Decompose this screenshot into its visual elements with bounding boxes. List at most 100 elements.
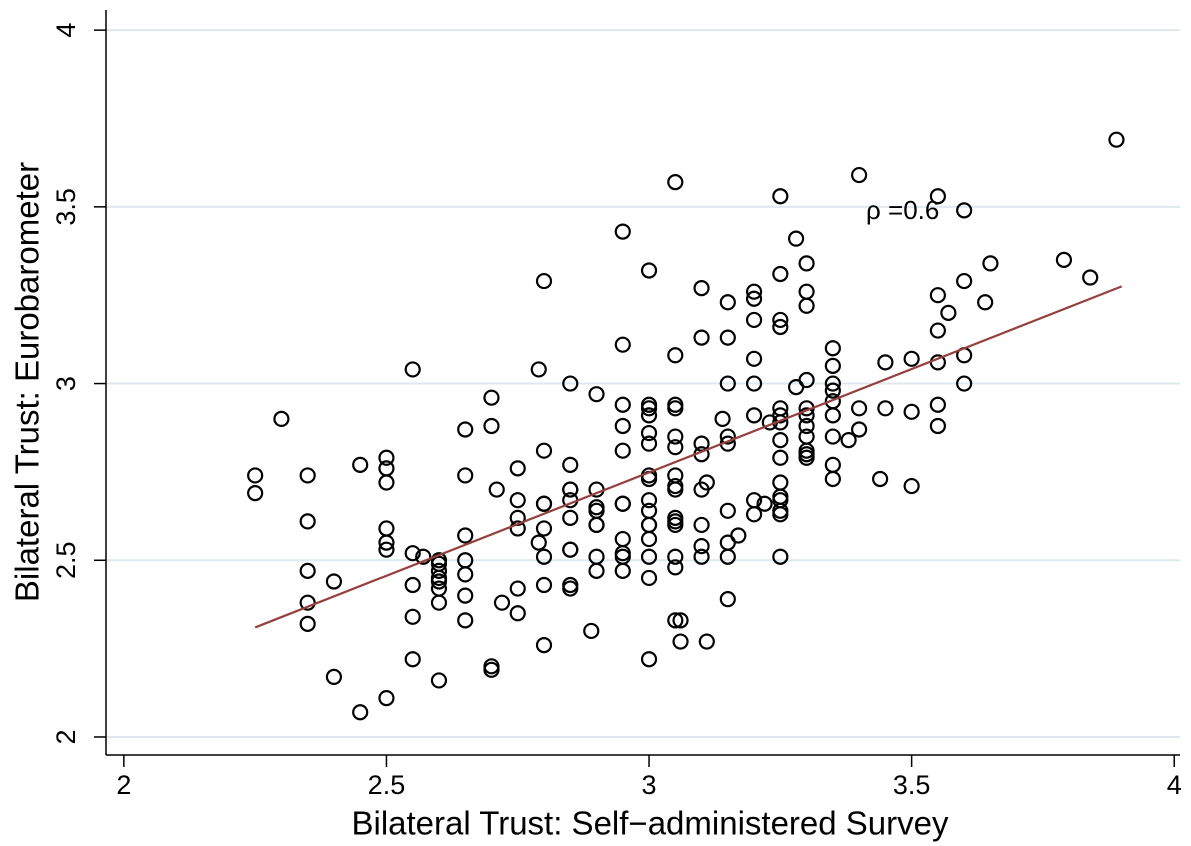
point	[535, 576, 553, 594]
x-axis-title: Bilateral Trust: Self−administered Surve…	[351, 805, 949, 842]
x-tick-label: 4	[1167, 770, 1182, 800]
x-tick-label: 2	[116, 770, 131, 800]
point	[956, 202, 973, 219]
point	[352, 456, 369, 473]
y-tick-label: 3	[51, 376, 81, 391]
point	[562, 456, 579, 473]
point	[824, 407, 841, 424]
y-axis-title: Bilateral Trust: Eurobarometer	[9, 162, 46, 602]
point	[404, 576, 421, 594]
point	[430, 672, 448, 689]
point	[719, 428, 736, 445]
point	[247, 485, 264, 502]
point	[535, 442, 553, 459]
point	[798, 417, 815, 435]
point	[929, 417, 946, 435]
point	[509, 520, 526, 537]
point	[772, 265, 789, 283]
point	[977, 294, 994, 311]
point	[667, 481, 684, 498]
point	[877, 400, 894, 417]
point	[483, 417, 500, 435]
point	[693, 329, 710, 346]
point	[614, 336, 631, 353]
point	[672, 612, 689, 629]
point	[851, 166, 868, 184]
point	[614, 442, 631, 459]
point	[640, 435, 658, 452]
point	[903, 403, 920, 420]
point	[640, 548, 658, 565]
x-tick-label: 3.5	[893, 770, 931, 800]
point	[457, 566, 474, 583]
point	[509, 492, 526, 509]
point	[929, 322, 946, 339]
point	[562, 580, 579, 597]
point	[667, 347, 684, 364]
point	[956, 272, 973, 290]
point	[798, 449, 815, 466]
point	[745, 506, 763, 523]
point	[719, 329, 736, 346]
point	[824, 375, 841, 392]
point	[562, 509, 579, 526]
point	[719, 502, 736, 519]
marks	[247, 131, 1125, 721]
point	[1108, 131, 1125, 148]
point	[824, 428, 841, 445]
point	[787, 230, 805, 247]
point	[299, 615, 316, 632]
point	[903, 477, 920, 495]
point	[535, 495, 553, 512]
point	[640, 407, 658, 424]
point	[273, 410, 290, 428]
point	[509, 605, 526, 622]
point	[772, 506, 789, 523]
point	[667, 400, 684, 417]
point	[824, 382, 841, 399]
point	[851, 421, 868, 438]
point	[535, 548, 553, 565]
point	[745, 375, 763, 392]
y-tick-label: 2	[51, 729, 81, 744]
point	[457, 612, 474, 629]
point	[588, 516, 605, 534]
grid	[106, 29, 1180, 738]
point	[929, 188, 946, 205]
point	[745, 407, 763, 424]
point	[756, 495, 773, 512]
point	[903, 350, 920, 367]
point	[772, 311, 789, 329]
point	[798, 371, 815, 389]
point	[940, 304, 957, 321]
point	[1055, 251, 1073, 268]
point	[325, 668, 343, 685]
point	[457, 527, 474, 544]
point	[404, 361, 421, 378]
point	[535, 520, 553, 537]
point	[667, 548, 684, 565]
point	[614, 495, 631, 512]
point	[530, 361, 547, 378]
point	[719, 375, 736, 392]
point	[562, 481, 579, 498]
point	[325, 573, 343, 590]
point	[430, 573, 448, 590]
point	[415, 548, 432, 565]
point	[772, 548, 789, 565]
point	[488, 481, 505, 498]
point	[719, 548, 736, 565]
y-tick-label: 4	[51, 23, 81, 38]
point	[745, 350, 763, 367]
point	[672, 633, 689, 650]
point	[851, 400, 868, 417]
point	[982, 255, 999, 272]
point	[457, 421, 474, 438]
point	[378, 690, 395, 707]
point	[562, 375, 579, 392]
fit-line	[254, 285, 1123, 629]
point	[772, 318, 789, 336]
point	[640, 569, 658, 587]
point	[614, 223, 631, 240]
